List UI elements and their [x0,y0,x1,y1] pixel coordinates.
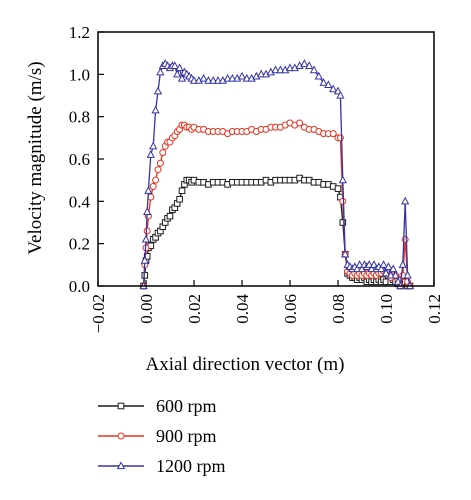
data-point [242,73,251,82]
series-1200-rpm [139,59,415,290]
data-point [143,227,151,235]
x-tick-label: 0.12 [425,294,444,324]
y-tick-label: 0.6 [69,150,90,169]
series-layer [139,59,415,290]
plot-frame [97,31,435,287]
legend-item: 900 rpm [98,426,217,446]
data-point [143,207,152,216]
series-900-rpm [140,119,414,290]
data-point [309,65,319,74]
y-tick-label: 1.2 [69,23,90,42]
data-point [178,187,186,195]
data-point [379,260,388,268]
data-point [152,176,160,184]
y-tick-labels: 0.0 0.2 0.4 0.6 0.8 1.0 1.2 [69,23,91,296]
data-point [336,134,344,142]
y-tick-label: 0.2 [69,235,90,254]
legend-marker [117,402,125,410]
data-point [339,219,347,226]
y-tick-label: 0.4 [69,192,91,211]
data-point [209,76,218,84]
y-tick-label: 1.0 [69,65,90,84]
legend-label: 1200 rpm [156,456,226,476]
x-tick-label: 0.08 [329,294,348,324]
data-point [175,63,184,72]
data-point [199,73,208,82]
data-point [296,119,304,127]
series-line [142,122,411,289]
legend-marker [117,432,125,440]
x-tick-label: 0.10 [377,294,396,324]
data-point [271,65,280,74]
data-point [324,80,333,89]
data-point [177,73,187,82]
data-point [141,234,151,243]
data-point [173,69,182,78]
legend-marker [116,461,126,470]
data-point [156,159,164,167]
data-point [314,71,323,80]
data-point [176,195,183,203]
data-point [401,196,410,205]
data-point [228,73,237,82]
x-tick-label: −0.02 [89,294,108,333]
y-axis-title: Velocity magnitude (m/s) [25,61,46,254]
data-point [338,175,347,184]
data-point [204,76,213,84]
data-point [381,268,391,277]
data-point [159,149,167,157]
data-point [319,78,328,86]
data-point [377,264,386,273]
data-point [223,73,232,82]
data-point [341,249,350,258]
data-point [329,130,337,138]
data-point [149,183,157,191]
data-point [140,255,149,264]
data-point [398,260,407,268]
data-point [391,270,400,279]
data-point [156,67,165,76]
data-point [353,264,362,273]
data-point [285,63,295,72]
data-point [329,84,338,93]
data-point [154,166,162,174]
legend-label: 600 rpm [156,396,217,416]
legend-item: 600 rpm [98,396,217,416]
data-point [386,270,395,279]
data-point [276,65,285,74]
data-point [213,76,223,84]
data-point [151,105,160,114]
data-point [146,150,155,158]
series-line [142,62,411,289]
data-point [149,141,158,150]
data-point [334,185,342,192]
data-point [403,270,412,279]
data-point [305,61,314,69]
data-point [166,212,174,220]
data-point [153,86,163,95]
data-point [257,69,266,78]
x-axis-title: Axial direction vector (m) [146,354,345,375]
x-tick-labels: −0.02 0.00 0.02 0.04 0.06 0.08 0.10 0.12 [89,294,444,334]
y-tick-label: 0.8 [69,108,90,127]
y-tick-label: 0.0 [69,277,90,296]
data-point [389,264,398,273]
legend-label: 900 rpm [156,426,217,446]
data-point [367,264,376,273]
data-point [170,61,179,69]
data-point [237,71,247,80]
x-tick-label: 0.00 [137,294,156,324]
legend-item: 1200 rpm [98,456,226,476]
data-point [189,76,199,84]
data-point [384,262,393,271]
legend: 600 rpm 900 rpm 1200 rpm [98,396,226,476]
x-tick-label: 0.06 [281,294,300,324]
data-point [300,59,309,67]
data-point [336,90,345,99]
data-point [144,186,153,194]
x-tick-label: 0.04 [233,294,252,324]
x-tick-label: 0.02 [185,294,204,324]
